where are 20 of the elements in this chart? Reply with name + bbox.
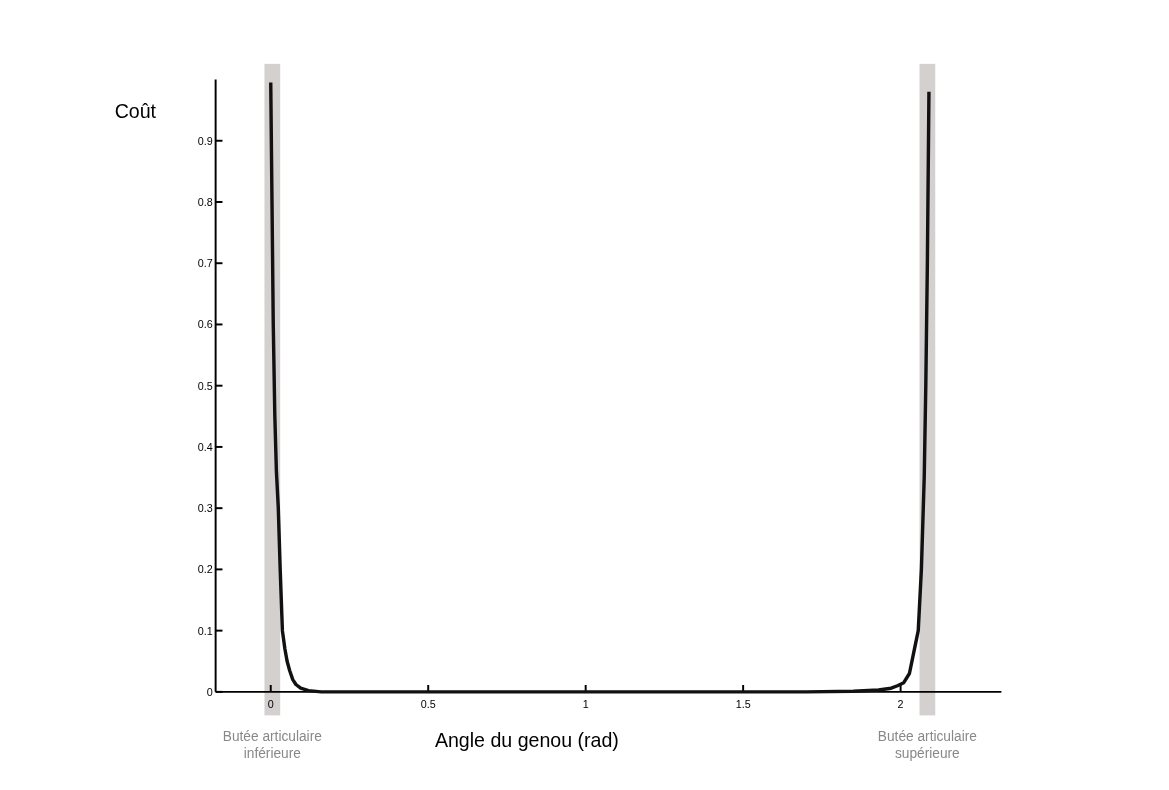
y-tick-label: 0.3: [197, 502, 213, 515]
x-axis-title: Angle du genou (rad): [434, 728, 619, 751]
band-label: Butée articulaire inférieure: [222, 728, 323, 761]
y-tick-label: 0.1: [197, 624, 213, 637]
y-tick-label: 0.7: [197, 257, 213, 270]
y-tick-label: 0.5: [197, 379, 213, 392]
y-tick-label: 0.8: [197, 195, 213, 208]
x-tick-label: 0.5: [420, 697, 436, 710]
x-tick-label: 1: [582, 697, 589, 710]
y-tick-label: 0.9: [197, 134, 213, 147]
x-tick-label: 0: [267, 697, 274, 710]
y-tick-label: 0: [206, 685, 213, 698]
y-axis-title: Coût: [114, 99, 157, 122]
x-tick-label: 1.5: [735, 697, 751, 710]
line-series: [269, 80, 931, 694]
y-tick-label: 0.4: [197, 440, 213, 453]
y-tick-label: 0.2: [197, 563, 213, 576]
y-tick-label: 0.6: [197, 318, 213, 331]
x-tick-label: 2: [897, 697, 904, 710]
band-label: Butée articulaire supérieure: [877, 728, 978, 761]
